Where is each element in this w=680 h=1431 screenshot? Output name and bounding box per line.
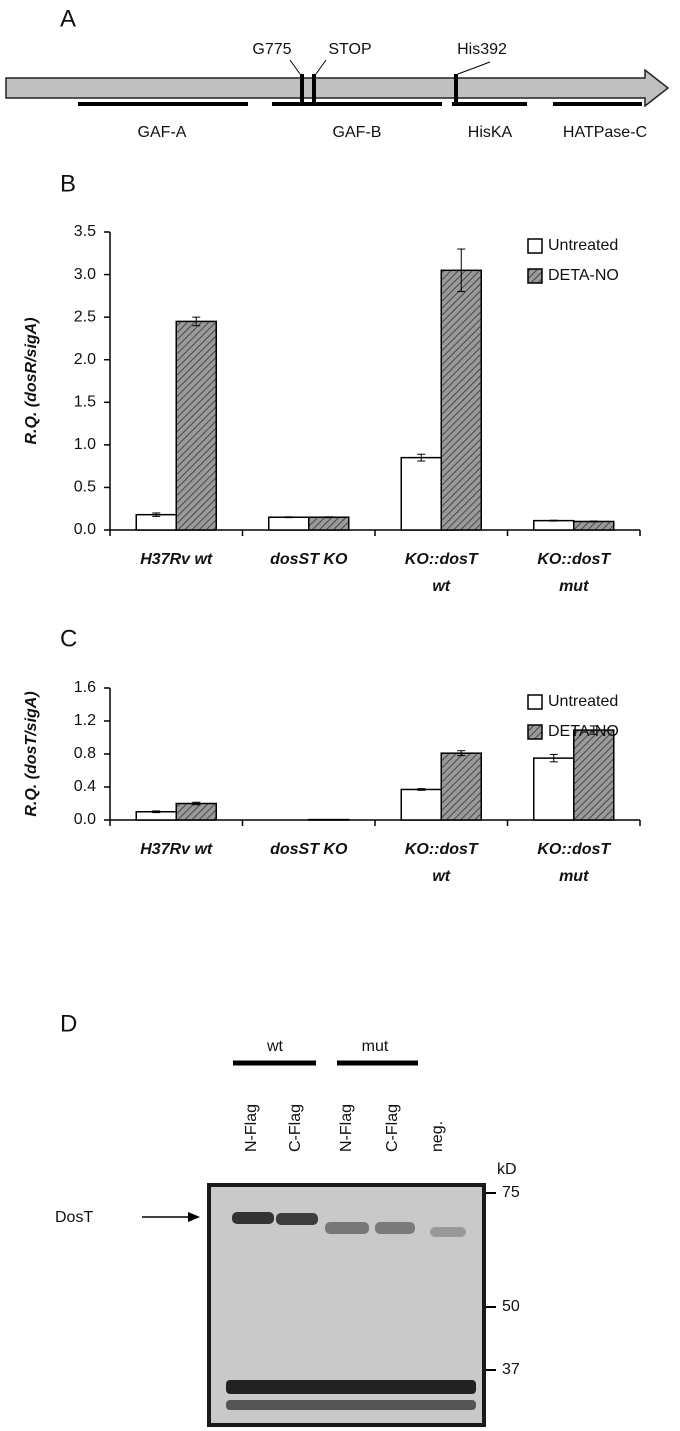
y-tick-label: 1.5 [74,394,96,411]
bar [308,516,350,531]
site-label: His392 [457,41,507,58]
error-bar [589,725,598,735]
panel-label: C [60,625,77,652]
bar [533,519,575,531]
x-tick-label: H37Rv wt [140,841,213,858]
error-bar [324,516,333,519]
bar [268,516,310,531]
panel-label: D [60,1010,77,1037]
domain-label: GAF-B [333,124,382,141]
arrow-head [188,1212,200,1222]
bar [400,456,442,531]
error-bar [192,316,201,327]
legend-label: Untreated [548,693,618,710]
lane-label: N-Flag [338,1104,355,1152]
panel-label: A [60,5,76,32]
y-axis-label: R.Q. (dosR/sigA) [23,317,40,444]
band [325,1222,369,1234]
y-tick-label: 3.5 [74,223,96,240]
error-bar [152,810,161,814]
band [375,1222,415,1234]
x-tick-label: KO::dosT wt [404,841,478,885]
y-tick-label: 0.8 [74,745,96,762]
y-tick-label: 1.6 [74,679,96,696]
target-label: DosT [55,1209,93,1226]
error-bar [192,801,201,806]
marker-label: 50 [502,1298,520,1315]
error-bar [417,788,426,791]
error-bar [284,516,293,519]
site-label: STOP [328,41,371,58]
bar [440,752,482,821]
panel-label: B [60,170,76,197]
group-label: mut [362,1038,389,1055]
bar [175,320,217,531]
gene-arrow [5,68,670,108]
error-bar [589,520,598,523]
y-tick-label: 0.0 [74,811,96,828]
bar [135,513,177,531]
y-tick-label: 2.5 [74,308,96,325]
band [276,1213,318,1225]
bar [573,729,615,821]
bar [175,802,217,821]
band [430,1227,466,1237]
site-label: G775 [252,41,291,58]
legend-label: DETA-NO [548,267,619,284]
y-tick-label: 1.0 [74,436,96,453]
bar [573,520,615,531]
unit-label: kD [497,1161,517,1178]
y-tick-label: 1.2 [74,712,96,729]
domain-label: HATPase-C [563,124,647,141]
error-bar [457,248,466,293]
x-tick-label: dosST KO [270,551,348,568]
error-bar [457,750,466,757]
band [226,1380,476,1394]
legend-swatch [527,268,543,284]
band [226,1400,476,1410]
x-tick-label: dosST KO [270,841,348,858]
lane-label: neg. [429,1121,446,1152]
legend-label: Untreated [548,237,618,254]
legend-label: DETA-NO [548,723,619,740]
band [232,1212,274,1224]
lane-label: C-Flag [384,1104,401,1152]
error-bar [152,512,161,517]
marker-label: 37 [502,1361,520,1378]
y-axis-label: R.Q. (dosT/sigA) [23,691,40,816]
leader [457,61,491,75]
y-tick-label: 0.4 [74,778,96,795]
legend-swatch [527,694,543,710]
lane-label: N-Flag [243,1104,260,1152]
error-bar [549,753,558,763]
bar [533,757,575,821]
y-tick-label: 2.0 [74,351,96,368]
x-tick-label: KO::dosT mut [537,551,611,595]
x-tick-label: KO::dosT mut [537,841,611,885]
y-tick-label: 0.5 [74,479,96,496]
x-tick-label: H37Rv wt [140,551,213,568]
bar [400,788,442,821]
legend-swatch [527,724,543,740]
y-tick-label: 3.0 [74,266,96,283]
group-label: wt [266,1038,284,1055]
domain-label: HisKA [468,124,513,141]
leader [315,59,327,75]
leader [289,59,301,75]
error-bar [417,453,426,462]
bar [440,269,482,531]
y-tick-label: 0.0 [74,521,96,538]
x-tick-label: KO::dosT wt [404,551,478,595]
lane-label: C-Flag [287,1104,304,1152]
legend-swatch [527,238,543,254]
marker-label: 75 [502,1184,520,1201]
error-bar [549,519,558,522]
domain-label: GAF-A [138,124,187,141]
